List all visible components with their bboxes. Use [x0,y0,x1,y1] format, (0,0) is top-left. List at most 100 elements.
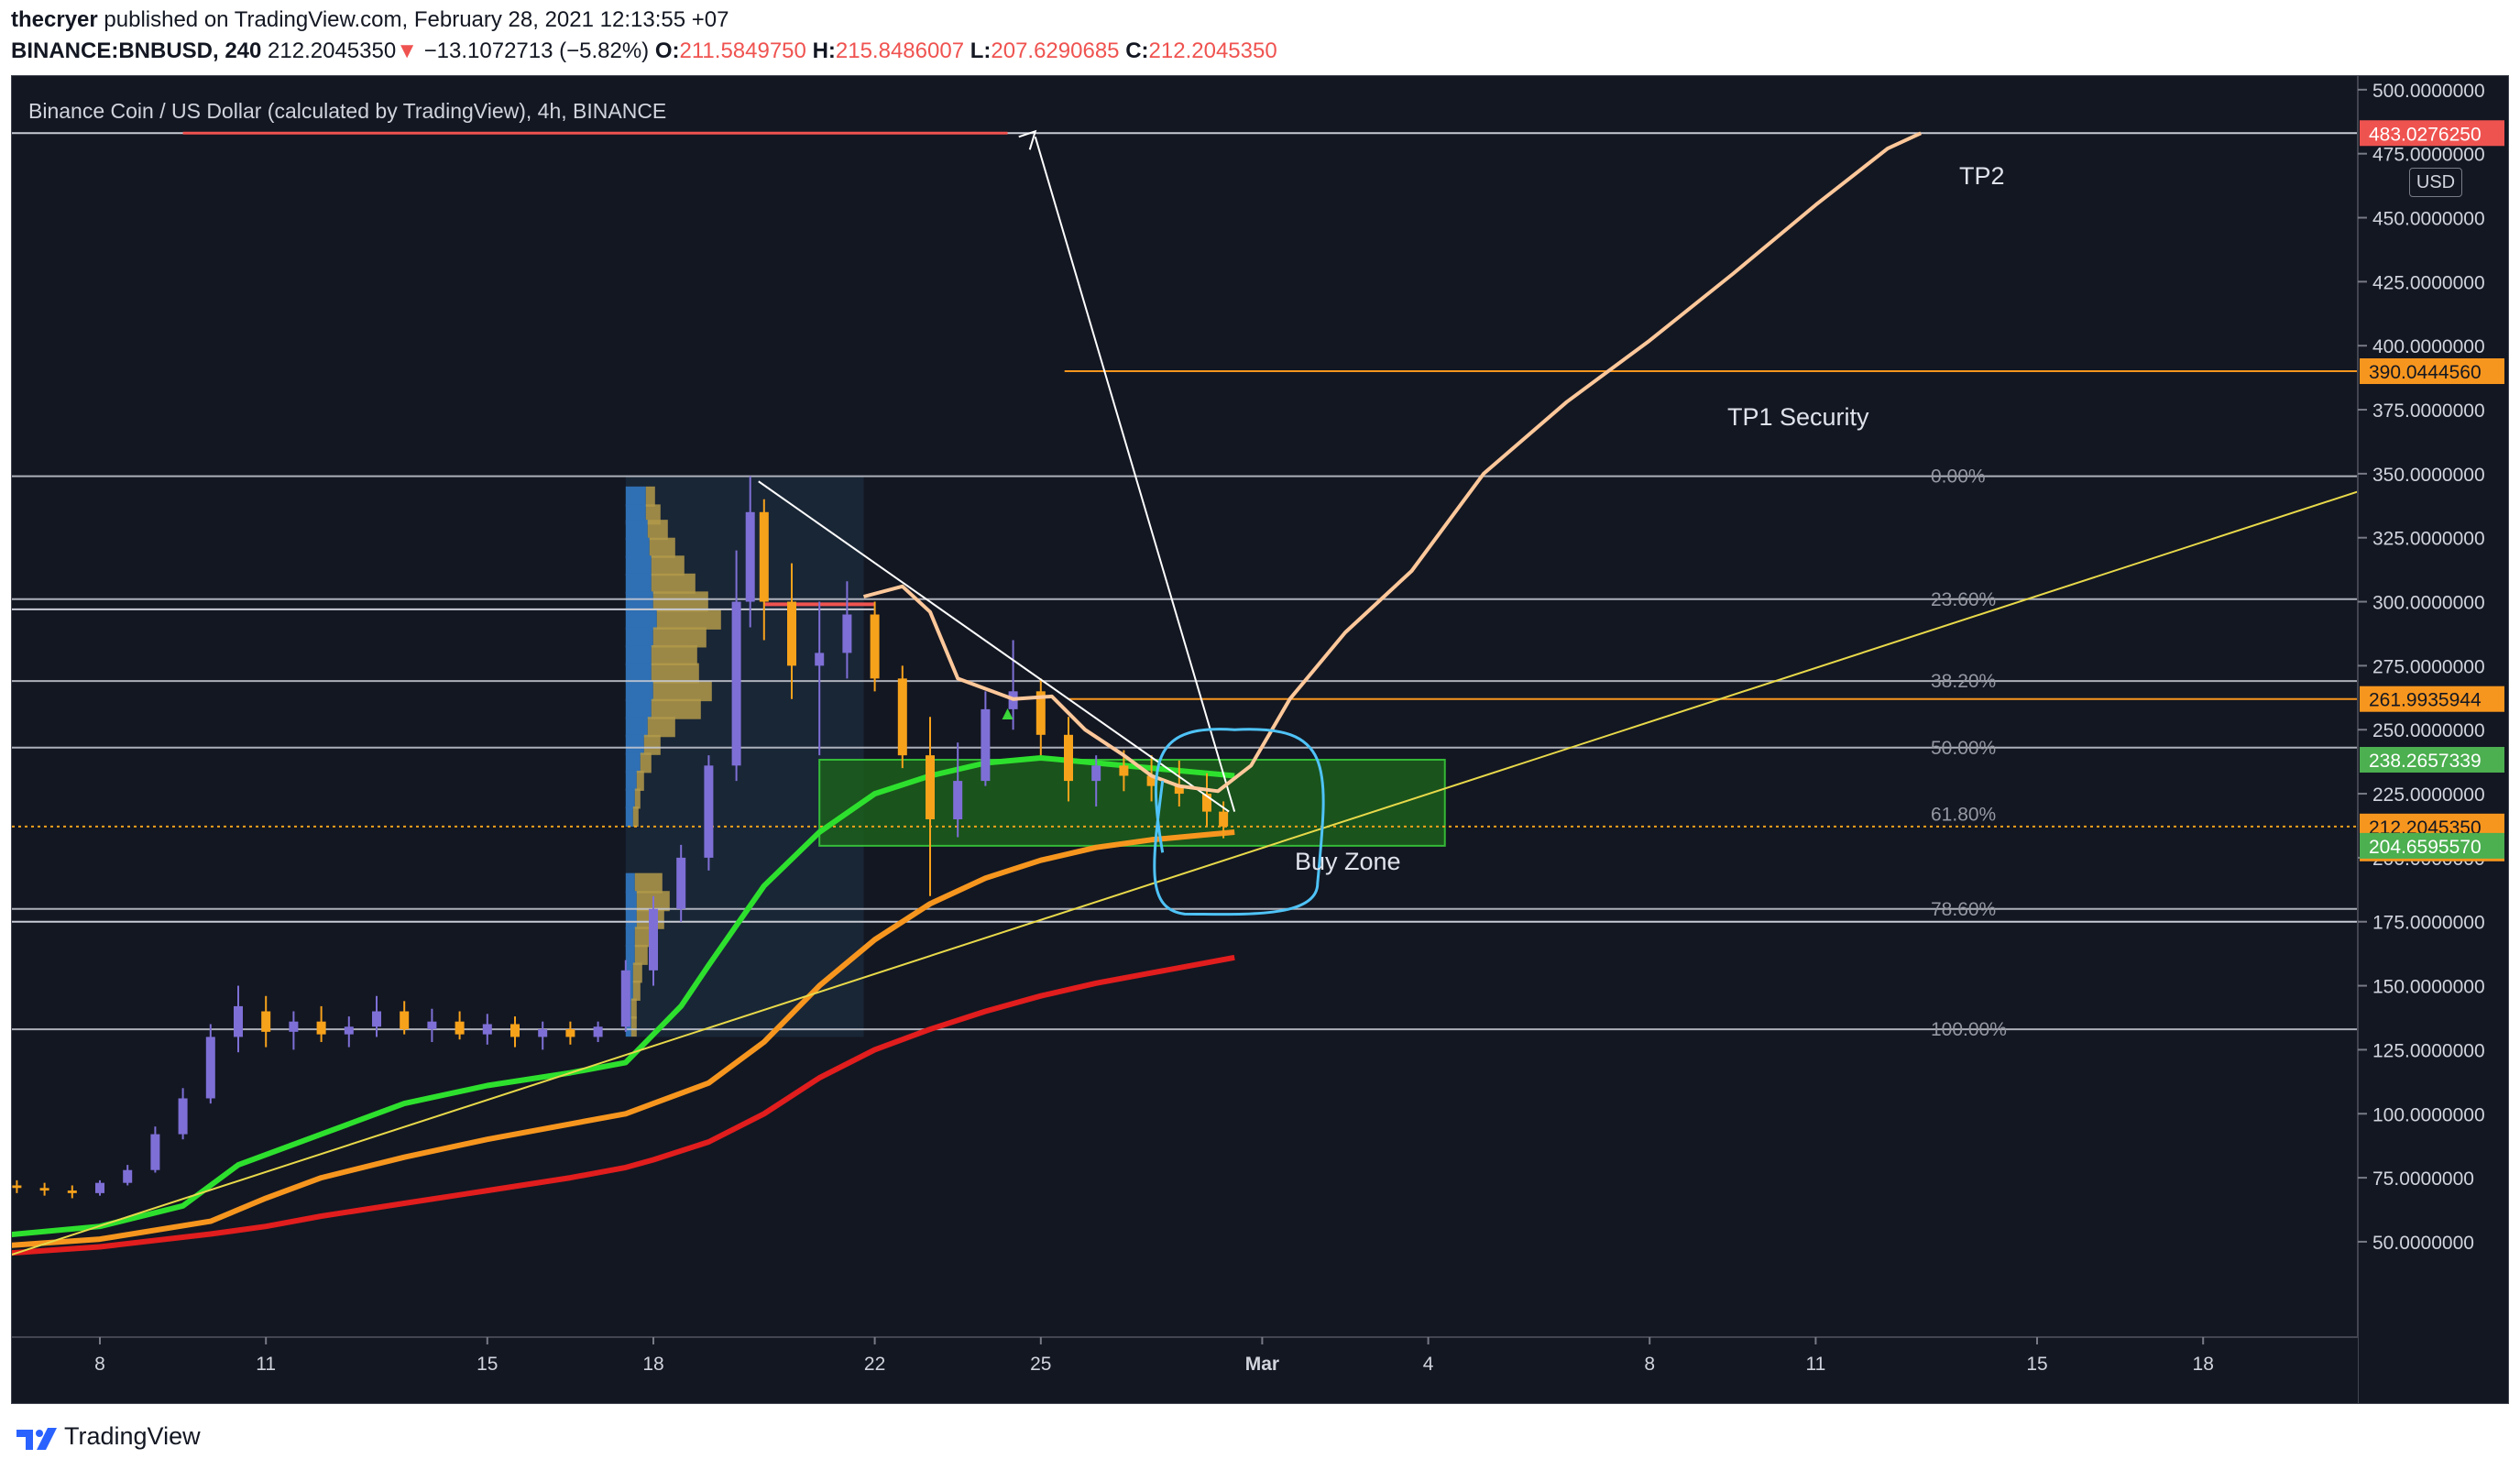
low-value: 207.6290685 [991,38,1120,63]
volume-bar [632,980,641,1001]
price-tick-label: 125.0000000 [2372,1040,2485,1061]
buy-zone-circle [1153,728,1325,916]
volume-bar [625,698,652,719]
candle-body [593,1026,603,1037]
volume-bar [630,998,637,1019]
candle-body [12,1185,22,1189]
volume-bar [625,788,635,809]
publish-line: thecryer published on TradingView.com, F… [11,7,729,33]
volume-bar [652,627,707,648]
volume-bar [636,770,644,791]
price-label-text: 261.9935944 [2369,690,2482,711]
volume-bar [625,908,637,929]
candle-body [39,1188,49,1191]
candle-body [234,1005,243,1037]
price-tick-label: 250.0000000 [2372,720,2485,741]
volume-bar [651,663,699,684]
candle-body [704,765,714,858]
candle-body [981,708,991,782]
candle-body [538,1029,548,1037]
volume-bar [645,486,655,507]
price-tick-label: 150.0000000 [2372,977,2485,998]
price-label-box [2360,120,2504,147]
time-tick-label: 25 [1030,1354,1051,1375]
volume-bar [625,555,652,576]
candle-body [150,1134,160,1170]
volume-bar [625,944,635,965]
volume-bar [634,927,653,948]
currency-button[interactable]: USD [2409,168,2462,197]
footer: TradingView [0,1404,2520,1470]
volume-bar [625,752,641,773]
fib-level-label: 23.60% [1931,589,1996,610]
candle-body [815,653,825,666]
price-tick-label: 375.0000000 [2372,400,2485,422]
volume-bar [640,752,652,773]
target-arrow-line [1034,137,1236,812]
volume-bar [625,806,633,828]
candle-body [676,857,686,909]
close-label: C: [1125,38,1149,63]
chart-panel[interactable]: 0.00% 23.60% 38.20% 50.00% 61.80% 78.60% 100.0… [11,75,2509,1404]
price-label-box [2360,686,2504,712]
published-text: published on TradingView.com, February 2… [104,7,729,32]
volume-bar [634,788,641,809]
candle-body [926,755,935,819]
projected-path-line [862,131,1923,794]
price-axis [2358,76,2508,1403]
price-label-text: 238.2657339 [2369,751,2482,772]
candle-body [1174,785,1184,795]
chart-canvas[interactable]: 0.00% 23.60% 38.20% 50.00% 61.80% 78.60% 100.0… [12,76,2508,1403]
candle-body [1064,734,1073,782]
author-name[interactable]: thecryer [11,7,98,32]
time-tick-label: 15 [477,1354,498,1375]
volume-bar [652,681,712,702]
volume-bar [632,962,642,983]
time-tick-label: 15 [2026,1354,2047,1375]
volume-bar [649,537,675,558]
candle-body [400,1011,410,1030]
volume-bar [647,520,668,541]
footer-brand[interactable]: TradingView [64,1422,201,1450]
candle-body [649,908,658,971]
candle-body [731,601,741,766]
publish-header: thecryer published on TradingView.com, F… [0,0,2520,75]
candle-body [565,1029,575,1037]
price-tick-label: 450.0000000 [2372,209,2485,230]
candle-body [178,1098,188,1135]
close-value: 212.2045350 [1148,38,1277,63]
mid-ma-line [12,829,1235,1248]
tp1-security-label: TP1 Security [1727,403,1869,431]
volume-bar [625,520,648,541]
candle-body [842,614,852,653]
last-price: 212.2045350 [268,38,397,63]
candle-body [1119,765,1129,776]
time-tick-label: 8 [94,1354,105,1375]
buy-zone-box [818,758,1446,847]
volume-bar [625,627,653,648]
candle-body [372,1011,381,1027]
signal-triangle-icon [1002,708,1013,720]
candle-body [205,1037,215,1099]
price-tick-label: 225.0000000 [2372,784,2485,806]
low-label: L: [970,38,992,63]
fib-level-label: 38.20% [1931,671,1996,692]
price-label-box [2360,358,2504,385]
fib-level-label: 61.80% [1931,804,1996,825]
volume-bar [625,609,657,630]
volume-bar [645,504,661,525]
tradingview-logo-icon[interactable] [15,1422,62,1452]
volume-bar [643,734,661,755]
price-tick-label: 350.0000000 [2372,465,2485,486]
candle-body [1091,765,1101,782]
candle-body [344,1026,354,1035]
volume-bar [651,645,697,666]
change-arrow-icon: ▼ [396,38,418,63]
price-tick-label: 475.0000000 [2372,145,2485,166]
candle-body [953,781,963,819]
volume-bar [651,555,685,576]
candle-body [1035,691,1046,735]
volume-bar [625,891,637,912]
high-label: H: [812,38,836,63]
candle-body [316,1021,326,1035]
